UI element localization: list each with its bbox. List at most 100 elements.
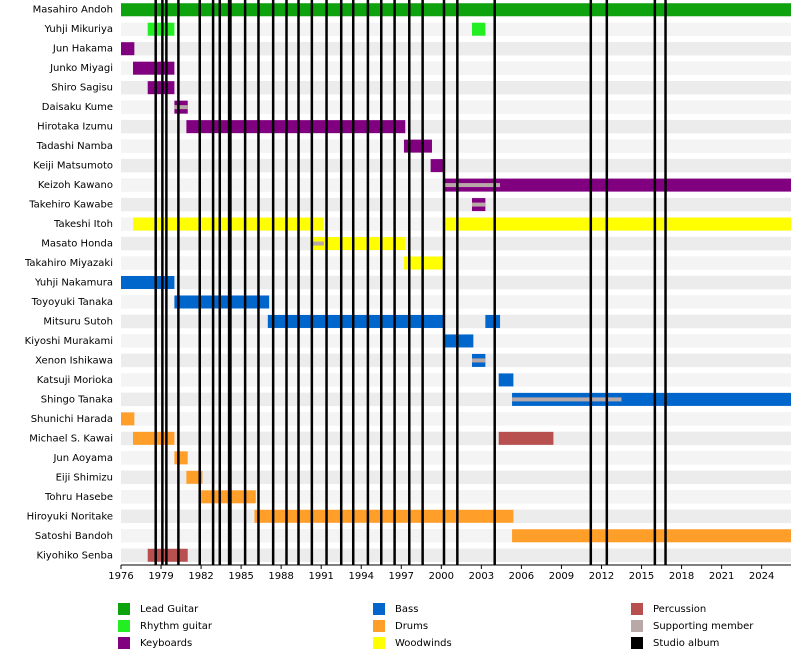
member-label: Michael S. Kawai [29, 433, 113, 444]
member-label: Daisaku Kume [42, 102, 113, 113]
legend-label: Percussion [653, 604, 706, 615]
member-bar [133, 431, 175, 445]
member-label: Tohru Hasebe [44, 492, 113, 503]
row-band [121, 275, 791, 290]
x-tick-label: 2000 [429, 571, 454, 582]
supporting-bar [472, 202, 486, 207]
member-label: Shingo Tanaka [41, 394, 113, 405]
member-bar [133, 61, 175, 75]
member-bar [512, 392, 791, 406]
x-tick-label: 2003 [469, 571, 494, 582]
member-label: Kiyoshi Murakami [25, 336, 113, 347]
member-label: Keiji Matsumoto [33, 161, 113, 172]
row-band [121, 80, 791, 95]
member-bar [512, 529, 791, 543]
member-label: Shiro Sagisu [51, 83, 113, 94]
member-label: Jun Aoyama [52, 453, 113, 464]
legend-swatch [373, 603, 385, 615]
legend-swatch [373, 637, 385, 649]
legend-swatch [118, 603, 130, 615]
legend-label: Supporting member [653, 621, 754, 632]
row-band [121, 373, 791, 387]
member-label: Takehiro Kawabe [28, 200, 113, 211]
legend-label: Keyboards [140, 638, 192, 649]
member-bar [443, 178, 791, 192]
member-bar [147, 22, 175, 36]
legend-swatch [631, 637, 643, 649]
member-label: Toyoyuki Tanaka [31, 297, 113, 308]
row-band [121, 412, 791, 426]
row-band [121, 353, 791, 368]
legend-swatch [631, 603, 643, 615]
row-band [121, 139, 791, 153]
row-band [121, 197, 791, 212]
x-tick-label: 1997 [389, 571, 414, 582]
member-label: Takeshi Itoh [53, 219, 113, 230]
legend-swatch [373, 620, 385, 632]
member-bar [121, 412, 135, 426]
member-label: Yuhji Mikuriya [43, 24, 113, 35]
member-label: Katsuji Morioka [37, 375, 113, 386]
x-tick-label: 1994 [349, 571, 374, 582]
row-band [121, 158, 791, 173]
member-label: Junko Miyagi [49, 63, 113, 74]
legend-label: Bass [395, 604, 418, 615]
member-label: Yuhji Nakamura [34, 278, 113, 289]
member-label: Jun Hakama [52, 44, 113, 55]
member-bar [121, 3, 791, 17]
member-bar [147, 548, 188, 562]
x-tick-label: 2015 [629, 571, 654, 582]
legend-label: Woodwinds [395, 638, 452, 649]
member-bar [403, 139, 432, 153]
row-band [121, 256, 791, 270]
member-bar [121, 42, 135, 56]
row-band [121, 41, 791, 56]
legend-label: Drums [395, 621, 428, 632]
supporting-bar [472, 358, 486, 363]
legend-swatch [118, 637, 130, 649]
member-bar [310, 237, 406, 251]
member-bar [485, 314, 501, 328]
member-bar [254, 509, 514, 523]
x-tick-label: 1985 [228, 571, 253, 582]
row-band [121, 22, 791, 36]
legend-label: Studio album [653, 638, 719, 649]
row-band [121, 236, 791, 251]
supporting-bar [310, 241, 324, 246]
member-label: Kiyohiko Senba [36, 550, 113, 561]
member-label: Satoshi Bandoh [35, 531, 113, 542]
member-bar [147, 81, 175, 95]
member-bar [267, 314, 444, 328]
x-tick-label: 2009 [549, 571, 574, 582]
member-bar [443, 334, 474, 348]
supporting-bar [174, 105, 188, 110]
row-band [121, 451, 791, 465]
legend-swatch [118, 620, 130, 632]
member-label: Masato Honda [41, 239, 113, 250]
row-band [121, 490, 791, 504]
member-bar [403, 256, 444, 270]
x-tick-label: 2012 [589, 571, 614, 582]
row-band [121, 431, 791, 446]
member-label: Takahiro Miyazaki [24, 258, 113, 269]
x-tick-label: 2021 [709, 571, 734, 582]
x-tick-label: 1979 [148, 571, 173, 582]
member-label: Keizoh Kawano [38, 180, 113, 191]
member-label: Eiji Shimizu [56, 472, 113, 483]
member-label: Shunichi Harada [31, 414, 113, 425]
member-label: Xenon Ishikawa [35, 355, 113, 366]
member-label: Hiroyuki Noritake [27, 511, 113, 522]
x-tick-label: 1988 [268, 571, 293, 582]
x-tick-label: 2006 [509, 571, 534, 582]
row-band [121, 548, 791, 562]
x-tick-label: 1991 [308, 571, 333, 582]
row-band [121, 61, 791, 75]
x-tick-label: 1976 [108, 571, 133, 582]
member-bar [186, 120, 406, 134]
row-band [121, 314, 791, 329]
member-bar [186, 470, 203, 484]
member-bar [443, 217, 791, 231]
member-bar [498, 431, 554, 445]
member-bar [498, 373, 514, 387]
